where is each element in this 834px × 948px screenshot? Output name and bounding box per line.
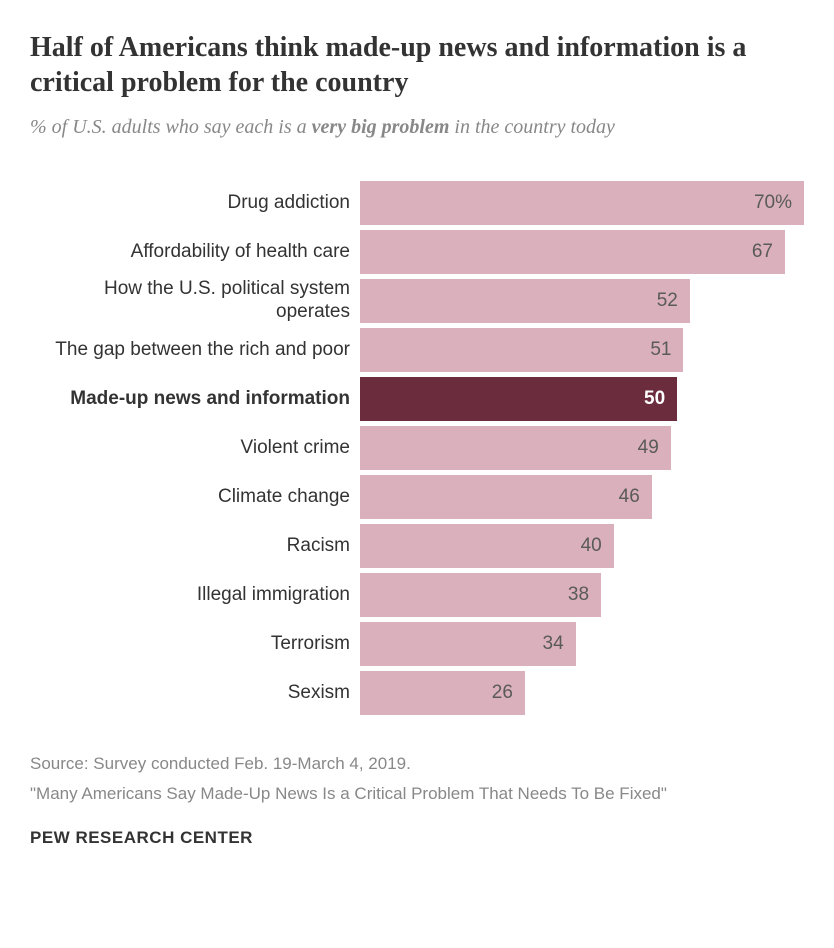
bar-label: The gap between the rich and poor	[30, 339, 360, 362]
bar-value: 49	[638, 437, 659, 459]
bar-row: Affordability of health care 67	[30, 230, 804, 274]
bar-row: The gap between the rich and poor 51	[30, 328, 804, 372]
bar-container: 50	[360, 377, 804, 421]
bar-row: Made-up news and information 50	[30, 377, 804, 421]
subtitle-emphasis: very big problem	[312, 116, 450, 138]
bar-value: 26	[492, 682, 513, 704]
bar-container: 34	[360, 622, 804, 666]
bar-container: 52	[360, 279, 804, 323]
bar-value: 67	[752, 241, 773, 263]
bar: 51	[360, 328, 683, 372]
bar-container: 46	[360, 475, 804, 519]
bar-chart: Drug addiction 70% Affordability of health…	[30, 181, 804, 715]
subtitle-suffix: in the country today	[449, 116, 615, 138]
bar-label: Terrorism	[30, 633, 360, 656]
bar-row: Climate change 46	[30, 475, 804, 519]
bar-value: 51	[650, 339, 671, 361]
bar-label: Sexism	[30, 682, 360, 705]
bar-value: 46	[619, 486, 640, 508]
bar-row: Sexism 26	[30, 671, 804, 715]
bar-value: 38	[568, 584, 589, 606]
bar: 34	[360, 622, 576, 666]
bar: 40	[360, 524, 614, 568]
bar-container: 49	[360, 426, 804, 470]
bar: 70%	[360, 181, 804, 225]
bar-label: Climate change	[30, 486, 360, 509]
bar-value: 70%	[754, 192, 792, 214]
bar-label: Racism	[30, 535, 360, 558]
bar: 67	[360, 230, 785, 274]
bar-label: Drug addiction	[30, 192, 360, 215]
chart-title: Half of Americans think made-up news and…	[30, 30, 804, 100]
attribution: PEW RESEARCH CENTER	[30, 828, 804, 848]
bar-label: Violent crime	[30, 437, 360, 460]
bar-row: Racism 40	[30, 524, 804, 568]
chart-subtitle: % of U.S. adults who say each is a very …	[30, 114, 804, 141]
bar: 26	[360, 671, 525, 715]
bar-label: Affordability of health care	[30, 241, 360, 264]
bar: 38	[360, 573, 601, 617]
bar-row: Illegal immigration 38	[30, 573, 804, 617]
bar-value: 34	[543, 633, 564, 655]
bar-label: Made-up news and information	[30, 388, 360, 411]
bar-container: 70%	[360, 181, 804, 225]
bar: 46	[360, 475, 652, 519]
bar-value: 52	[657, 290, 678, 312]
bar-value: 50	[644, 388, 665, 410]
subtitle-prefix: % of U.S. adults who say each is a	[30, 116, 312, 138]
bar-label: Illegal immigration	[30, 584, 360, 607]
bar-container: 38	[360, 573, 804, 617]
bar-container: 40	[360, 524, 804, 568]
bar-value: 40	[581, 535, 602, 557]
bar-container: 26	[360, 671, 804, 715]
bar: 52	[360, 279, 690, 323]
bar: 49	[360, 426, 671, 470]
bar-row: Violent crime 49	[30, 426, 804, 470]
bar: 50	[360, 377, 677, 421]
bar-container: 67	[360, 230, 804, 274]
bar-row: Drug addiction 70%	[30, 181, 804, 225]
bar-row: Terrorism 34	[30, 622, 804, 666]
source-line-1: Source: Survey conducted Feb. 19-March 4…	[30, 751, 804, 777]
bar-container: 51	[360, 328, 804, 372]
source-line-2: "Many Americans Say Made-Up News Is a Cr…	[30, 781, 804, 807]
bar-label: How the U.S. political system operates	[30, 278, 360, 324]
bar-row: How the U.S. political system operates 52	[30, 279, 804, 323]
